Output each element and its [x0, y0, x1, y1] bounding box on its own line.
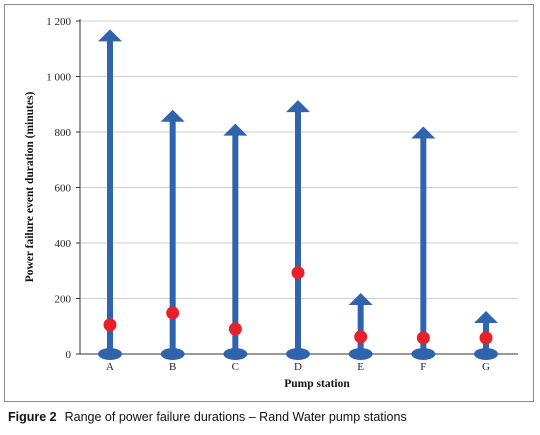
y-tick-label: 200 [55, 294, 72, 306]
caption-number: Figure 2 [8, 410, 57, 424]
y-tick-label: 0 [66, 349, 72, 361]
y-tick-label: 800 [55, 127, 72, 139]
x-tick-label: D [294, 361, 302, 373]
range-chart: 0 200 400 600 800 1 000 1 200 A B C D E F G Pump sta… [24, 16, 518, 390]
figure-caption: Figure 2 Range of power failure durations… [8, 410, 407, 424]
range-bar [107, 37, 113, 354]
x-tick-label: F [420, 361, 426, 373]
range-min-base [98, 348, 122, 360]
y-axis-title: Power failure event duration (minutes) [24, 92, 36, 283]
range-max-arrow [98, 29, 122, 42]
y-tick-labels: 0 200 400 600 800 1 000 1 200 [46, 16, 71, 361]
range-bar [232, 131, 239, 354]
data-point [166, 306, 180, 320]
range-bar [295, 108, 301, 355]
range-max-arrow [348, 292, 373, 305]
x-tick-label: G [482, 361, 490, 373]
range-max-arrow [223, 123, 248, 136]
data-point [479, 331, 493, 345]
range-max-arrow [286, 100, 310, 113]
data-point [291, 266, 305, 280]
range-max-arrow [474, 310, 498, 323]
x-tick-label: B [169, 361, 176, 373]
markers [103, 266, 493, 345]
range-bars [98, 29, 498, 360]
range-bar [420, 134, 427, 354]
x-tick-label: C [232, 361, 239, 373]
data-point [354, 330, 368, 344]
x-tick-labels: A B C D E F G [106, 361, 490, 373]
range-min-base [160, 348, 185, 360]
y-tick-label: 1 000 [46, 72, 71, 84]
x-axis-title: Pump station [284, 378, 350, 390]
x-tick-label: A [106, 361, 114, 373]
range-min-base [348, 348, 373, 360]
range-max-arrow [160, 109, 185, 122]
data-point [416, 331, 430, 345]
data-point [228, 322, 242, 336]
caption-text: Range of power failure durations – Rand … [64, 410, 407, 424]
range-min-base [286, 348, 310, 360]
data-point [103, 318, 117, 332]
range-min-base [474, 348, 498, 360]
y-tick-label: 600 [55, 183, 72, 195]
x-tick-label: E [357, 361, 364, 373]
range-min-base [223, 348, 248, 360]
range-min-base [411, 348, 436, 360]
y-tick-label: 1 200 [46, 16, 71, 28]
gridlines [80, 20, 518, 299]
range-bar [169, 117, 176, 354]
range-bar [357, 300, 364, 354]
figure-frame [4, 4, 534, 402]
range-max-arrow [411, 126, 436, 139]
y-tick-label: 400 [55, 238, 72, 250]
